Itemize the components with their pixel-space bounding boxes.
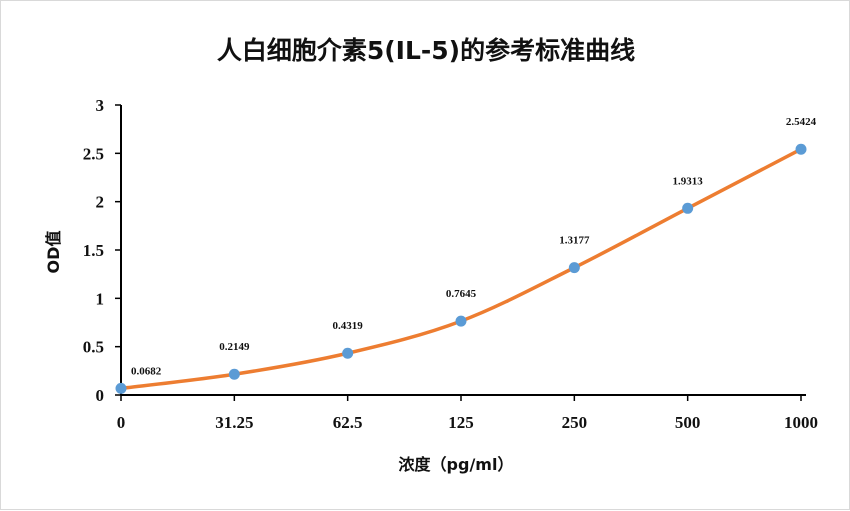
x-tick-label: 125 [448,413,474,432]
x-tick-label: 500 [675,413,701,432]
y-tick-labels: 0 0.5 1 1.5 2 2.5 3 [83,96,104,405]
data-label: 1.9313 [673,175,704,187]
y-tick-label: 2 [96,193,105,212]
x-tick-label: 1000 [784,413,818,432]
data-point [682,202,694,214]
axes [115,104,806,401]
y-tick-label: 2.5 [83,144,104,163]
data-labels: 0.0682 0.2149 0.4319 0.7645 1.3177 1.9313 2.54… [131,116,817,377]
data-label: 0.2149 [219,341,250,353]
y-axis-label: OD值 [44,231,63,274]
y-tick-label: 0.5 [83,338,104,357]
data-point [115,382,127,394]
data-point [568,262,580,274]
y-tick-label: 1 [96,289,105,308]
x-tick-label: 31.25 [215,413,253,432]
data-point [228,368,240,380]
chart-title: 人白细胞介素5(IL-5)的参考标准曲线 [217,36,635,65]
x-tick-label: 0 [117,413,126,432]
x-tick-label: 250 [562,413,588,432]
data-points [115,143,807,394]
data-label: 2.5424 [786,116,817,128]
y-tick-label: 0 [96,386,105,405]
data-label: 1.3177 [559,235,590,247]
data-point [795,143,807,155]
x-tick-labels: 0 31.25 62.5 125 250 500 1000 [117,413,818,432]
y-tick-label: 1.5 [83,241,104,260]
data-label: 0.0682 [131,365,162,377]
x-axis-label: 浓度（pg/ml） [399,455,514,474]
x-tick-label: 62.5 [333,413,363,432]
data-point [455,315,467,327]
y-tick-label: 3 [96,96,105,115]
data-label: 0.7645 [446,288,477,300]
data-label: 0.4319 [333,320,364,332]
data-point [342,347,354,359]
